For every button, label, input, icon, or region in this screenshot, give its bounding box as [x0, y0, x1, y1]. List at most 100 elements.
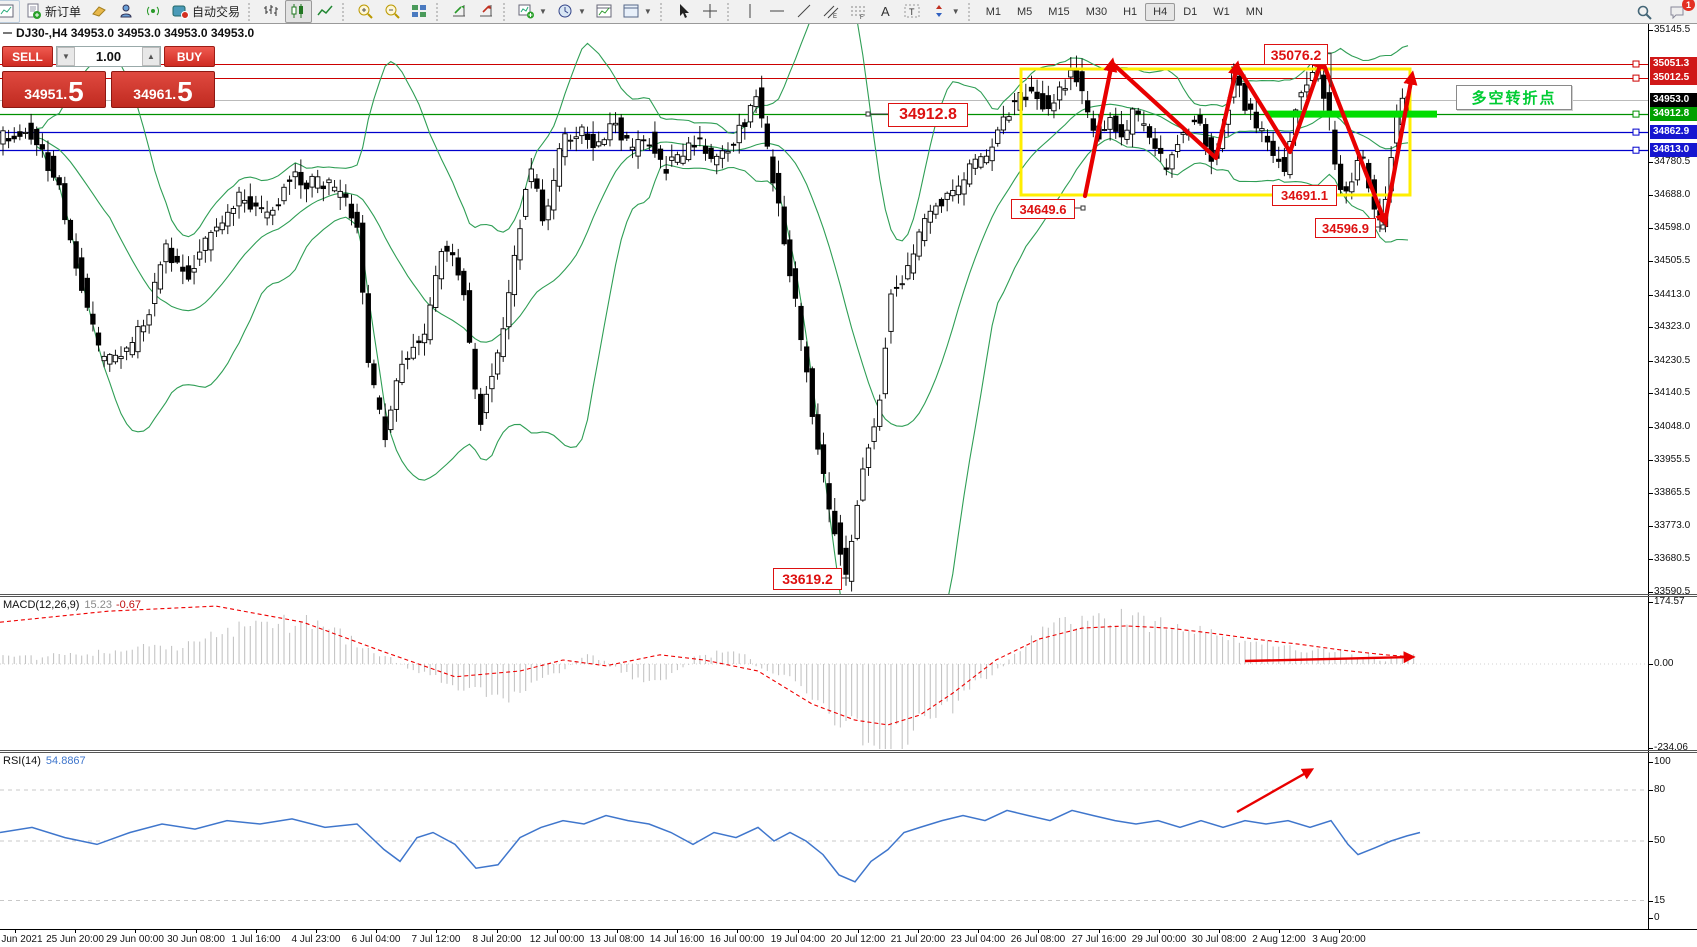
line-chart-button[interactable]	[312, 0, 339, 23]
chart-window-icon	[0, 3, 15, 20]
fibonacci-button[interactable]: F	[845, 0, 872, 23]
vertical-line-button[interactable]	[737, 0, 764, 23]
pane-divider[interactable]	[0, 750, 1697, 751]
new-chart-button[interactable]: ▼	[513, 0, 552, 23]
new-order-label: 新订单	[45, 5, 82, 19]
time-tick	[256, 930, 257, 933]
volume-down-icon[interactable]: ▼	[57, 47, 75, 66]
green-highlight-line[interactable]	[1267, 110, 1437, 118]
pane-divider[interactable]	[0, 594, 1697, 595]
timeframe-m15-button[interactable]: M15	[1048, 5, 1070, 18]
rsi-tick-label: 80	[1654, 784, 1666, 795]
candle-chart-button[interactable]	[285, 0, 313, 23]
new-order-button[interactable]: 新订单	[20, 0, 86, 23]
time-tick	[677, 930, 678, 933]
chevron-down-icon: ▼	[951, 7, 960, 16]
equidistant-channel-button[interactable]: E	[818, 0, 845, 23]
rsi-tick-label: 100	[1654, 756, 1671, 767]
profile-button[interactable]	[86, 0, 113, 23]
volume-up-icon[interactable]: ▲	[142, 47, 160, 66]
volume-input[interactable]: 1.00	[95, 49, 122, 64]
sell-button[interactable]: SELL	[2, 46, 53, 67]
timeframe-m30-button[interactable]: M30	[1085, 5, 1108, 18]
auto-scroll-button[interactable]	[446, 0, 473, 23]
price-tick-label: 34048.0	[1654, 421, 1691, 432]
timeframe-m1-button[interactable]: M1	[985, 5, 1001, 18]
timeframe-w1-button[interactable]: W1	[1213, 5, 1230, 18]
indicators-window-icon	[596, 3, 613, 20]
toolbar-separator	[342, 2, 349, 21]
chart-window-button[interactable]	[0, 0, 20, 23]
time-tick	[798, 930, 799, 933]
crosshair-button[interactable]	[697, 0, 724, 23]
macd-pane-label: MACD(12,26,9) 15.23 -0.67	[3, 599, 141, 611]
timeframe-h1-button[interactable]: H1	[1123, 5, 1138, 18]
time-tick-label: 27 Jul 16:00	[1071, 934, 1127, 945]
chart-shift-marker-icon	[3, 32, 12, 34]
notifications-button[interactable]: 1	[1664, 0, 1695, 24]
buy-button[interactable]: BUY	[164, 46, 215, 67]
price-tick-label: 34230.5	[1654, 355, 1691, 366]
notification-badge: 1	[1682, 0, 1695, 11]
zigzag-arrows[interactable]	[1082, 54, 1418, 228]
axis-tick	[1649, 195, 1653, 196]
trendline-icon	[796, 3, 813, 20]
macd-name: MACD(12,26,9)	[3, 599, 80, 611]
candle-chart-icon	[290, 3, 307, 20]
zoom-in-button[interactable]	[352, 0, 379, 23]
axis-tick	[1649, 559, 1653, 560]
cursor-button[interactable]	[670, 0, 697, 23]
sell-price[interactable]: 34951. 5	[2, 71, 106, 108]
time-tick-label: 20 Jul 12:00	[830, 934, 886, 945]
rsi-pane-label: RSI(14) 54.8867	[3, 755, 86, 767]
profiles-menu-button[interactable]: ▼	[552, 0, 591, 23]
crosshair-icon	[702, 3, 719, 20]
macd-trend-arrow[interactable]	[1244, 651, 1416, 664]
price-tick-label: 34505.5	[1654, 255, 1691, 266]
buy-price[interactable]: 34961. 5	[111, 71, 215, 108]
bar-chart-button[interactable]	[258, 0, 285, 23]
horizontal-line-button[interactable]	[764, 0, 791, 23]
market-watch-button[interactable]	[113, 0, 140, 23]
timeframe-mn-button[interactable]: MN	[1245, 5, 1263, 18]
timeframe-d1-button[interactable]: D1	[1183, 5, 1198, 18]
yellow-range-box[interactable]	[1019, 67, 1412, 197]
chevron-down-icon: ▼	[577, 7, 586, 16]
indicators-window-button[interactable]	[591, 0, 618, 23]
axis-tick	[1649, 790, 1653, 791]
text-button[interactable]: A	[872, 0, 899, 23]
axis-tick	[1649, 748, 1653, 749]
time-tick-label: 6 Jul 04:00	[351, 934, 401, 945]
text-label-button[interactable]: T	[899, 0, 926, 23]
time-tick-label: 14 Jul 16:00	[649, 934, 705, 945]
macd-tick-label: -234.06	[1654, 742, 1688, 753]
toolbar-separator	[659, 2, 667, 21]
trendline-button[interactable]	[791, 0, 818, 23]
price-tick-label: 34780.5	[1654, 156, 1691, 167]
time-tick-label: 19 Jul 04:00	[770, 934, 826, 945]
timeframe-h4-button[interactable]: H4	[1145, 2, 1176, 21]
price-tick-label: 35145.5	[1654, 24, 1691, 35]
signals-button[interactable]	[140, 0, 167, 23]
search-button[interactable]	[1631, 1, 1658, 24]
time-tick	[316, 930, 317, 933]
rsi-trend-arrow[interactable]	[1236, 768, 1315, 814]
price-badge: 34912.8	[1650, 107, 1697, 121]
timeframe-m5-button[interactable]: M5	[1017, 5, 1033, 18]
chart-shift-button[interactable]	[473, 0, 500, 23]
chart-windows-button[interactable]: ▼	[618, 0, 657, 23]
svg-text:F: F	[860, 15, 864, 20]
time-tick-label: 4 Jul 23:00	[291, 934, 341, 945]
new-chart-icon	[518, 3, 535, 20]
axis-tick	[1649, 460, 1653, 461]
zoom-out-button[interactable]	[379, 0, 406, 23]
auto-trading-button[interactable]: 自动交易	[167, 0, 245, 23]
toolbar-separator	[436, 2, 443, 21]
tile-windows-button[interactable]	[406, 0, 433, 23]
chevron-down-icon: ▼	[643, 7, 652, 16]
auto-trading-label: 自动交易	[192, 5, 241, 19]
arrows-button[interactable]: ▼	[926, 0, 965, 23]
